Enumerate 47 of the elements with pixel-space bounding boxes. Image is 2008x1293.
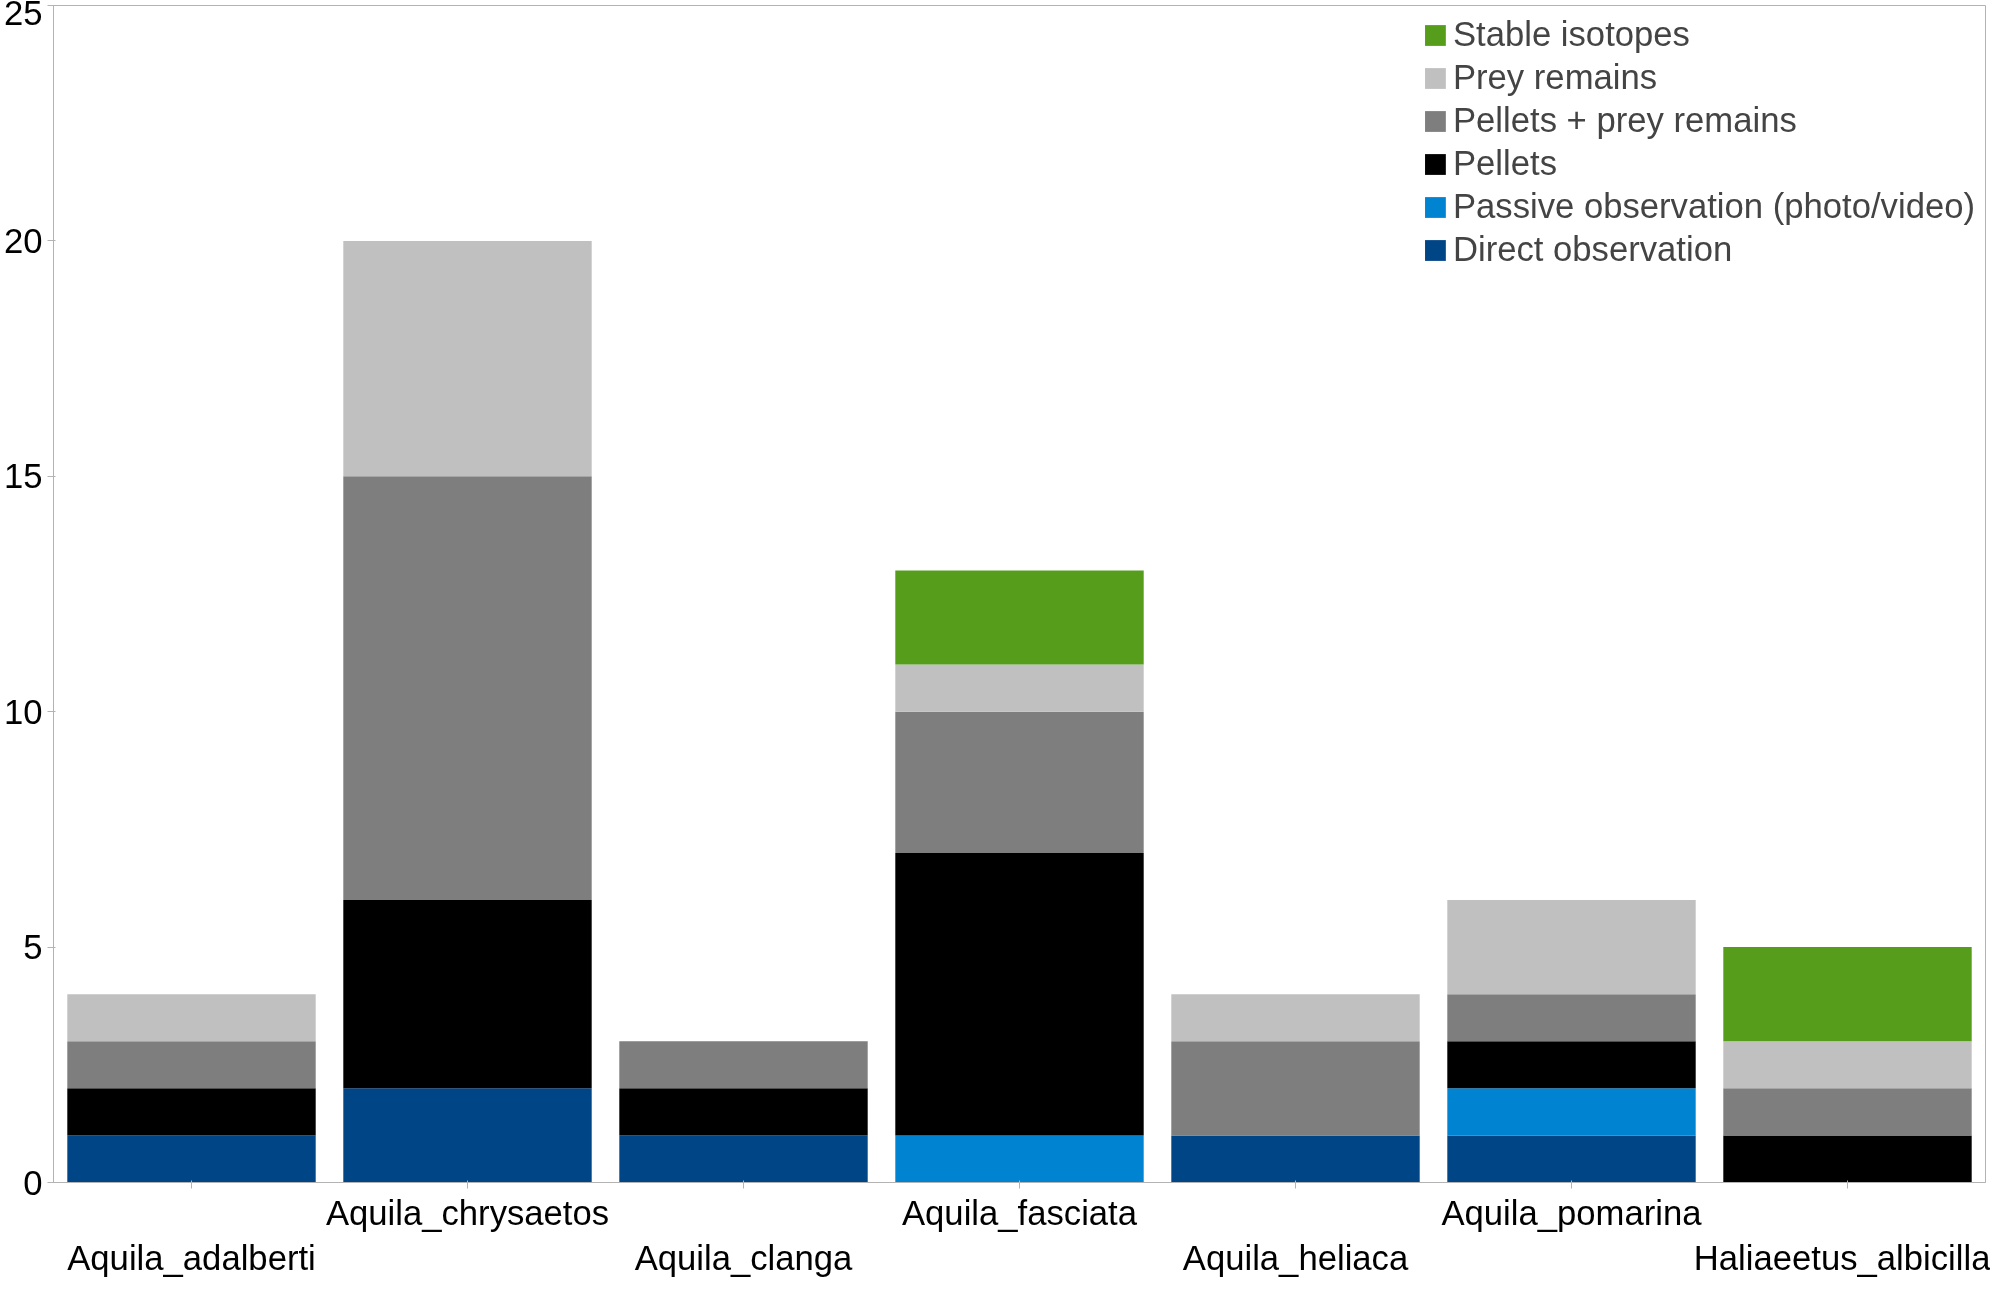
x-tick-label: Haliaeetus_albicilla <box>1693 1239 1992 1278</box>
bar <box>343 900 592 1089</box>
bar <box>1447 994 1696 1042</box>
y-tick-label: 15 <box>3 457 43 496</box>
bar <box>1171 994 1420 1042</box>
x-tick-label: Aquila_heliaca <box>1182 1239 1409 1278</box>
bar <box>1723 947 1972 1042</box>
bar <box>67 1088 316 1136</box>
legend-label: Pellets <box>1452 144 1557 183</box>
x-tick-label: Aquila_pomarina <box>1441 1193 1703 1232</box>
bar <box>1723 1135 1972 1183</box>
legend-label: Stable isotopes <box>1452 15 1690 54</box>
bar <box>895 1135 1144 1183</box>
bar <box>67 1041 316 1089</box>
legend-label: Pellets + prey remains <box>1452 101 1797 140</box>
bar <box>895 664 1144 712</box>
y-tick-label: 10 <box>3 692 43 731</box>
x-tick-label: Aquila_clanga <box>634 1239 854 1278</box>
bar <box>1447 1088 1696 1136</box>
bar <box>895 570 1144 665</box>
bar <box>1447 900 1696 995</box>
bar <box>67 994 316 1042</box>
legend-label: Passive observation (photo/video) <box>1452 187 1975 226</box>
bar <box>1447 1041 1696 1089</box>
y-tick-label: 5 <box>23 928 43 967</box>
x-tick-label: Aquila_fasciata <box>901 1193 1138 1232</box>
x-tick-label: Aquila_adalberti <box>67 1239 316 1278</box>
bar <box>1447 1135 1696 1183</box>
bar <box>343 476 592 901</box>
bar <box>895 711 1144 853</box>
bar <box>343 1088 592 1183</box>
y-tick-label: 0 <box>23 1163 43 1202</box>
bar <box>619 1088 868 1136</box>
bar <box>1723 1088 1972 1136</box>
bar <box>1171 1135 1420 1183</box>
bar <box>1171 1041 1420 1136</box>
y-tick-label: 25 <box>3 0 43 32</box>
bar <box>895 852 1144 1136</box>
legend-label: Prey remains <box>1452 58 1658 97</box>
bar <box>343 240 592 477</box>
legend-label: Direct observation <box>1452 230 1733 269</box>
bar <box>619 1135 868 1183</box>
bar <box>1723 1041 1972 1089</box>
bar <box>67 1135 316 1183</box>
x-tick-label: Aquila_chrysaetos <box>325 1193 610 1232</box>
y-tick-label: 20 <box>3 221 43 260</box>
bar <box>619 1041 868 1089</box>
